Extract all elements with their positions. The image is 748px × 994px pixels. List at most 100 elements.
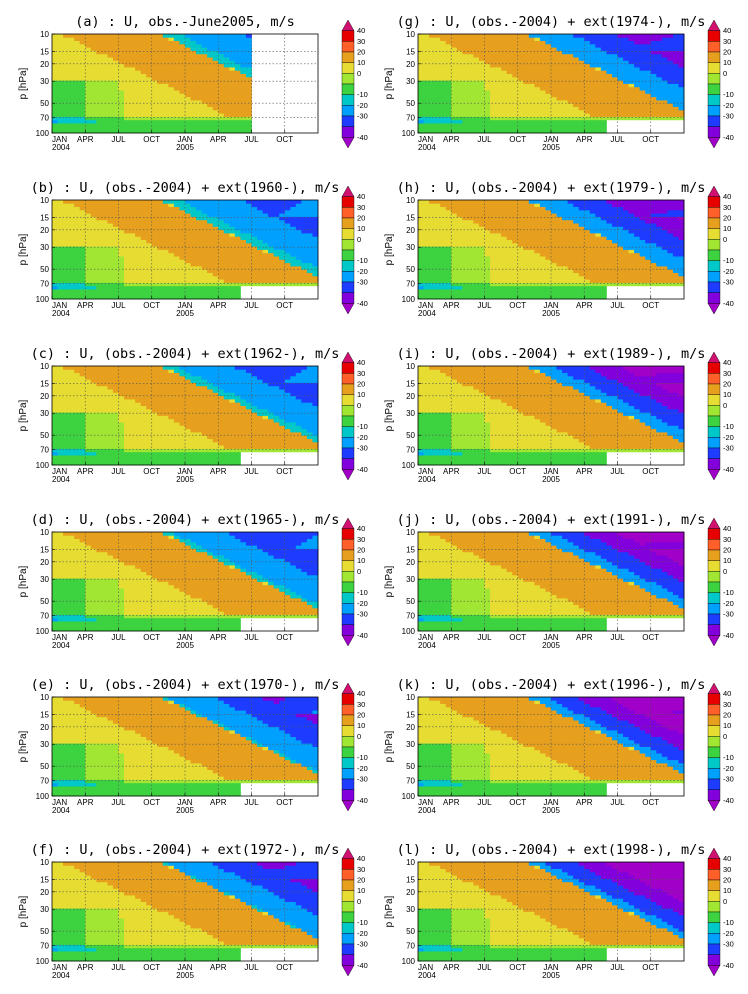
field-cell bbox=[162, 266, 169, 270]
field-cell bbox=[201, 389, 208, 393]
field-cell bbox=[57, 574, 64, 579]
field-cell bbox=[218, 275, 225, 280]
field-cell bbox=[135, 57, 142, 61]
field-cell bbox=[118, 295, 125, 300]
field-cell bbox=[240, 200, 247, 204]
field-cell bbox=[135, 275, 142, 280]
field-cell bbox=[229, 226, 236, 231]
field-cell bbox=[107, 252, 114, 257]
field-cell bbox=[101, 594, 108, 599]
y-tick-label: 30 bbox=[40, 243, 49, 252]
field-cell bbox=[140, 584, 147, 589]
field-cell bbox=[279, 213, 286, 217]
field-cell bbox=[173, 119, 180, 124]
field-cell bbox=[290, 242, 297, 247]
field-cell bbox=[57, 591, 64, 596]
field-cell bbox=[96, 578, 103, 582]
field-cell bbox=[52, 548, 58, 553]
field-cell bbox=[118, 451, 125, 456]
field-cell bbox=[52, 598, 58, 602]
field-cell bbox=[135, 259, 142, 264]
field-cell bbox=[52, 611, 58, 615]
field-cell bbox=[162, 385, 169, 390]
colorbar-label: 20 bbox=[357, 48, 365, 57]
field-cell bbox=[68, 578, 75, 582]
field-cell bbox=[135, 292, 142, 297]
field-cell bbox=[162, 53, 169, 58]
field-cell bbox=[234, 219, 241, 224]
field-cell bbox=[57, 126, 64, 131]
field-cell bbox=[162, 213, 169, 217]
y-tick-label: 50 bbox=[40, 99, 49, 108]
field-cell bbox=[101, 246, 108, 250]
field-cell bbox=[90, 289, 97, 293]
field-cell bbox=[129, 123, 136, 127]
field-cell bbox=[212, 405, 219, 410]
x-tick-label: APR bbox=[77, 467, 94, 476]
field-cell bbox=[57, 584, 64, 589]
field-cell bbox=[196, 285, 203, 290]
field-cell bbox=[168, 47, 175, 51]
field-cell bbox=[135, 53, 142, 58]
field-cell bbox=[135, 86, 142, 91]
field-cell bbox=[196, 279, 203, 283]
field-cell bbox=[207, 106, 214, 111]
field-cell bbox=[101, 40, 108, 45]
field-cell bbox=[179, 591, 186, 596]
field-cell bbox=[162, 425, 169, 430]
field-cell bbox=[223, 432, 230, 436]
field-cell bbox=[151, 129, 158, 134]
field-cell bbox=[212, 578, 219, 582]
x-year-label: 2004 bbox=[52, 143, 70, 152]
field-cell bbox=[223, 73, 230, 78]
field-cell bbox=[124, 40, 130, 45]
field-cell bbox=[85, 581, 92, 586]
field-cell bbox=[312, 428, 319, 433]
field-cell bbox=[257, 259, 263, 264]
field-cell bbox=[312, 242, 319, 247]
field-cell bbox=[190, 594, 197, 599]
field-cell bbox=[218, 425, 225, 430]
field-cell bbox=[90, 451, 97, 456]
field-cell bbox=[240, 37, 247, 41]
field-cell bbox=[212, 50, 219, 55]
field-cell bbox=[112, 448, 119, 453]
field-cell bbox=[179, 408, 186, 413]
field-cell bbox=[245, 100, 252, 104]
field-cell bbox=[107, 617, 114, 622]
field-cell bbox=[85, 239, 92, 244]
field-cell bbox=[57, 249, 64, 254]
field-cell bbox=[229, 53, 236, 58]
field-cell bbox=[279, 216, 286, 221]
field-cell bbox=[179, 37, 186, 41]
field-cell bbox=[240, 428, 247, 433]
field-cell bbox=[196, 119, 203, 124]
field-cell bbox=[85, 292, 92, 297]
field-cell bbox=[273, 382, 280, 387]
field-cell bbox=[68, 34, 75, 38]
field-cell bbox=[151, 116, 158, 121]
field-cell bbox=[207, 246, 214, 250]
field-cell bbox=[306, 262, 313, 267]
field-cell bbox=[118, 47, 125, 51]
field-cell bbox=[168, 438, 175, 443]
field-cell bbox=[52, 86, 58, 91]
field-cell bbox=[229, 382, 236, 387]
field-cell bbox=[96, 455, 103, 459]
field-cell bbox=[223, 206, 230, 211]
field-cell bbox=[223, 60, 230, 65]
field-cell bbox=[96, 47, 103, 51]
field-cell bbox=[151, 229, 158, 234]
field-cell bbox=[245, 256, 252, 260]
field-cell bbox=[112, 574, 119, 579]
field-cell bbox=[146, 574, 153, 579]
field-cell bbox=[207, 461, 214, 466]
field-cell bbox=[190, 425, 197, 430]
field-cell bbox=[146, 385, 153, 390]
field-cell bbox=[262, 422, 269, 426]
field-cell bbox=[85, 578, 92, 582]
field-cell bbox=[85, 621, 92, 625]
field-cell bbox=[295, 428, 302, 433]
field-cell bbox=[129, 611, 136, 615]
field-cell bbox=[90, 96, 97, 101]
